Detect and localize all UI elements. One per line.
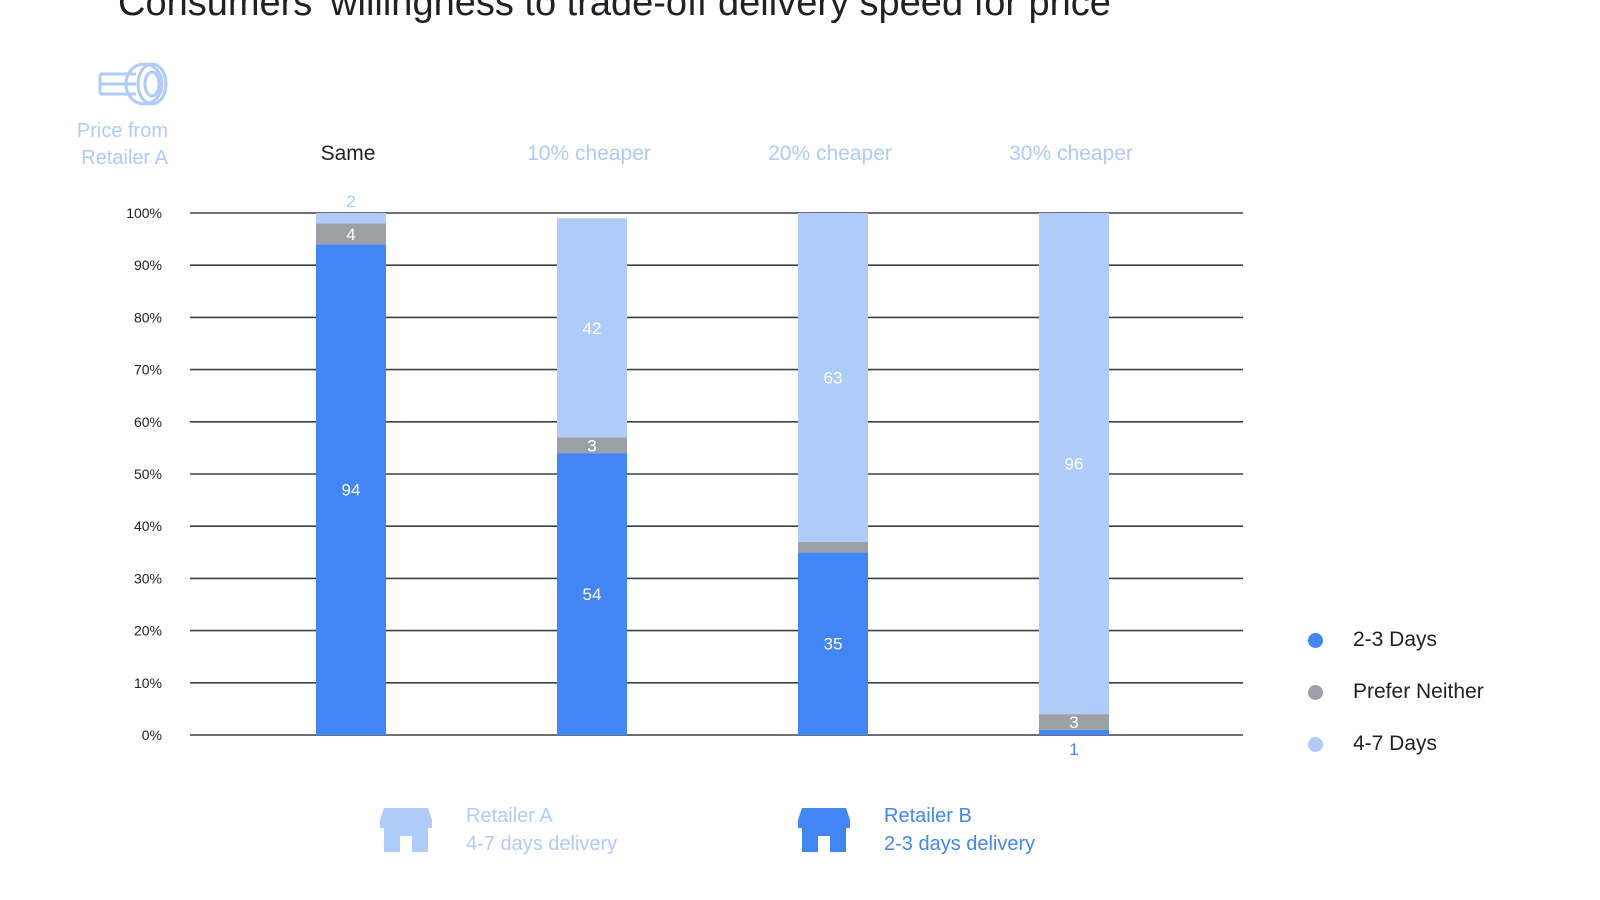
y-tick-label: 90%	[134, 257, 162, 273]
bar-segment-2-3-days	[798, 552, 868, 735]
bar-segment-4-7-days	[798, 213, 868, 542]
bar-value-label: 96	[1065, 455, 1084, 474]
legend-dot-2-3-days	[1308, 632, 1323, 648]
y-tick-label: 30%	[134, 570, 162, 586]
bar-value-label: 54	[583, 585, 602, 604]
bar-value-label: 35	[824, 635, 843, 654]
coin-stack-icon	[98, 62, 168, 106]
legend-dot-4-7-days	[1308, 736, 1323, 752]
bar-value-label: 94	[342, 481, 361, 500]
chart-title: Consumers' willingness to trade-off deli…	[118, 0, 1111, 24]
y-axis-header-line-1: Price from	[76, 120, 168, 142]
bar-segment-2-3-days	[1039, 729, 1109, 735]
legend: 2-3 Days Prefer Neither 4-7 Days	[1308, 614, 1484, 770]
bar-value-label: 4	[346, 225, 355, 244]
y-tick-label: 0%	[142, 727, 162, 743]
bar-segment-4-7-days	[1039, 213, 1109, 715]
category-label: 10% cheaper	[527, 142, 651, 165]
legend-label-4-7-days: 4-7 Days	[1353, 732, 1438, 755]
bar-segment-4-7-days	[316, 213, 386, 224]
legend-item-2-3-days: 2-3 Days	[1308, 614, 1484, 666]
store-icon	[798, 808, 850, 852]
bar-segment-2-3-days	[316, 244, 386, 735]
legend-item-prefer-neither: Prefer Neither	[1308, 666, 1484, 718]
legend-label-prefer-neither: Prefer Neither	[1353, 680, 1484, 703]
bar-value-label: 3	[1069, 713, 1078, 732]
bar-segment-4-7-days	[557, 218, 627, 438]
bar-segment-2-3-days	[557, 453, 627, 735]
bar-segment-prefer-neither	[798, 541, 868, 553]
legend-label-2-3-days: 2-3 Days	[1353, 628, 1438, 651]
retailer-b-delivery: 2-3 days delivery	[884, 833, 1036, 855]
y-tick-label: 10%	[134, 675, 162, 691]
legend-dot-prefer-neither	[1308, 684, 1323, 700]
bar-value-label: 2	[346, 192, 355, 211]
bar-segment-prefer-neither	[316, 223, 386, 245]
bar-segment-prefer-neither	[1039, 714, 1109, 730]
y-tick-label: 20%	[134, 623, 162, 639]
bar-segment-prefer-neither	[557, 437, 627, 454]
bar-value-label: 1	[1069, 740, 1078, 759]
y-tick-label: 40%	[134, 518, 162, 534]
bar-value-label: 63	[824, 368, 843, 387]
category-label: 20% cheaper	[768, 142, 892, 165]
y-tick-label: 100%	[126, 205, 162, 221]
retailer-a-key: Retailer A 4-7 days delivery	[378, 802, 617, 858]
retailer-a-name: Retailer A	[466, 805, 553, 827]
retailer-b-key: Retailer B 2-3 days delivery	[796, 802, 1035, 858]
y-tick-label: 50%	[134, 466, 162, 482]
category-label: 30% cheaper	[1009, 142, 1133, 165]
store-icon	[380, 808, 432, 852]
bar-value-label: 42	[583, 319, 602, 338]
category-label: Same	[321, 142, 376, 165]
legend-item-4-7-days: 4-7 Days	[1308, 718, 1484, 770]
y-axis-header-line-2: Retailer A	[81, 147, 168, 169]
retailer-a-delivery: 4-7 days delivery	[466, 833, 618, 855]
y-axis-header: Price from Retailer A	[40, 118, 168, 172]
y-tick-label: 70%	[134, 362, 162, 378]
retailer-b-name: Retailer B	[884, 805, 972, 827]
y-tick-label: 80%	[134, 309, 162, 325]
bar-value-label: 3	[587, 436, 596, 455]
y-tick-label: 60%	[134, 414, 162, 430]
